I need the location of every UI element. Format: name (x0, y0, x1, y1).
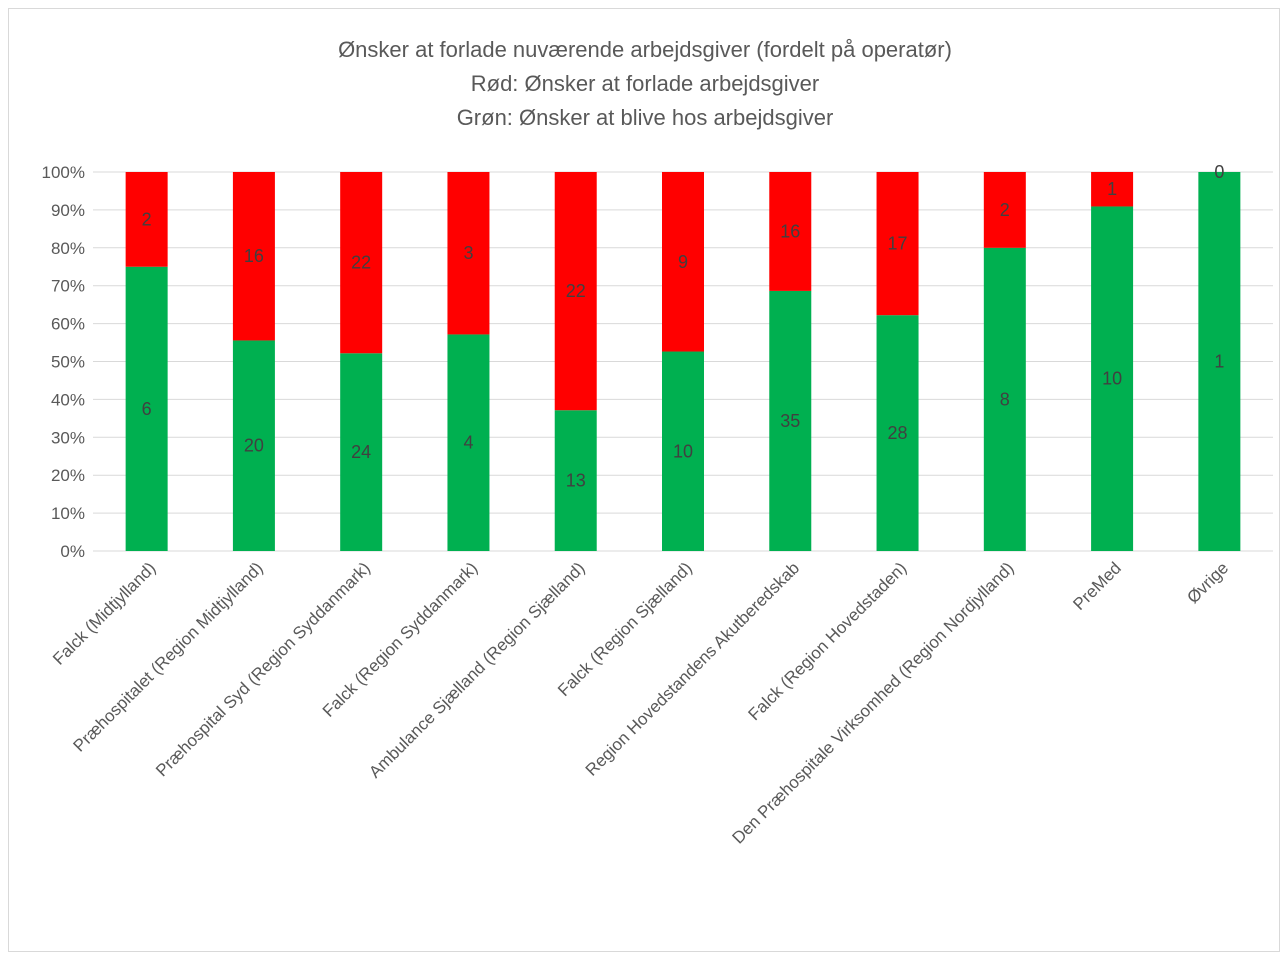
bar-stay (340, 353, 383, 551)
y-tick-label: 40% (51, 390, 85, 409)
chart-title-line-1: Ønsker at forlade nuværende arbejdsgiver… (338, 37, 952, 62)
bar-leave (769, 172, 812, 291)
bar-stay (125, 266, 168, 551)
stacked-bar-chart: Ønsker at forlade nuværende arbejdsgiver… (42, 37, 1273, 848)
data-label-leave: 16 (244, 246, 264, 266)
bar-stay (662, 351, 704, 551)
bar-leave (1091, 172, 1134, 207)
y-tick-label: 90% (51, 201, 85, 220)
data-label-stay: 13 (566, 471, 586, 491)
bar-stay (447, 334, 490, 551)
data-label-stay: 28 (888, 423, 908, 443)
y-tick-label: 50% (51, 353, 85, 372)
y-tick-label: 10% (51, 504, 85, 523)
bar-leave (662, 172, 704, 352)
x-tick-label: Præhospitalet (Region Midtjylland) (70, 558, 267, 755)
bar-leave (876, 172, 919, 316)
x-axis-tick-labels: Falck (Midtjylland)Præhospitalet (Region… (49, 558, 1232, 847)
y-tick-label: 20% (51, 466, 85, 485)
data-label-leave: 16 (780, 221, 800, 241)
data-label-leave: 3 (463, 243, 473, 263)
x-tick-label: Falck (Midtjylland) (49, 558, 159, 668)
bar-leave (983, 172, 1026, 248)
bar-stay (876, 315, 919, 551)
data-label-leave: 2 (1000, 200, 1010, 220)
y-axis-tick-labels: 0% 10% 20% 30% 40% 50% 60% 70% 80% 90% 100% (42, 163, 85, 561)
bar-stay (983, 247, 1026, 552)
data-label-stay: 35 (780, 411, 800, 431)
x-tick-label: Ambulance Sjælland (Region Sjælland) (365, 558, 588, 781)
bar-leave (447, 172, 490, 335)
data-label-leave: 1 (1107, 179, 1117, 199)
data-label-leave: 22 (351, 253, 371, 273)
chart-frame: Ønsker at forlade nuværende arbejdsgiver… (8, 8, 1280, 952)
bar-leave (340, 172, 383, 354)
bar-leave (554, 172, 597, 411)
bar-leave (232, 172, 275, 341)
data-label-leave: 9 (678, 252, 688, 272)
data-label-stay: 4 (463, 433, 473, 453)
y-tick-label: 0% (60, 542, 85, 561)
data-label-stay: 8 (1000, 389, 1010, 409)
y-tick-label: 80% (51, 239, 85, 258)
y-tick-label: 100% (42, 163, 85, 182)
x-tick-label: Præhospital Syd (Region Syddanmark) (152, 558, 374, 780)
y-tick-label: 60% (51, 315, 85, 334)
x-tick-label: Øvrige (1183, 558, 1232, 607)
x-tick-label: Region Hovedstandens Akutberedskab (582, 558, 803, 779)
bar-leave (125, 172, 168, 267)
y-tick-label: 30% (51, 428, 85, 447)
chart-title-line-3: Grøn: Ønsker at blive hos arbejdsgiver (457, 105, 834, 130)
data-label-leave: 0 (1214, 162, 1224, 182)
bar-stay (1091, 206, 1134, 552)
bar-stay (232, 340, 275, 551)
x-tick-label: PreMed (1069, 558, 1125, 614)
data-label-stay: 10 (1102, 369, 1122, 389)
data-label-leave: 22 (566, 281, 586, 301)
data-label-stay: 1 (1214, 352, 1224, 372)
chart-title-line-2: Rød: Ønsker at forlade arbejdsgiver (471, 71, 820, 96)
data-label-leave: 17 (888, 234, 908, 254)
data-label-stay: 6 (142, 399, 152, 419)
data-label-stay: 20 (244, 436, 264, 456)
bar-stay (769, 290, 812, 551)
data-label-stay: 24 (351, 442, 371, 462)
data-label-stay: 10 (673, 441, 693, 461)
chart-title: Ønsker at forlade nuværende arbejdsgiver… (338, 37, 952, 130)
bar-stay (1198, 172, 1241, 551)
bar-stay (554, 410, 597, 551)
y-tick-label: 70% (51, 277, 85, 296)
bars (125, 172, 1241, 552)
data-label-leave: 2 (142, 209, 152, 229)
